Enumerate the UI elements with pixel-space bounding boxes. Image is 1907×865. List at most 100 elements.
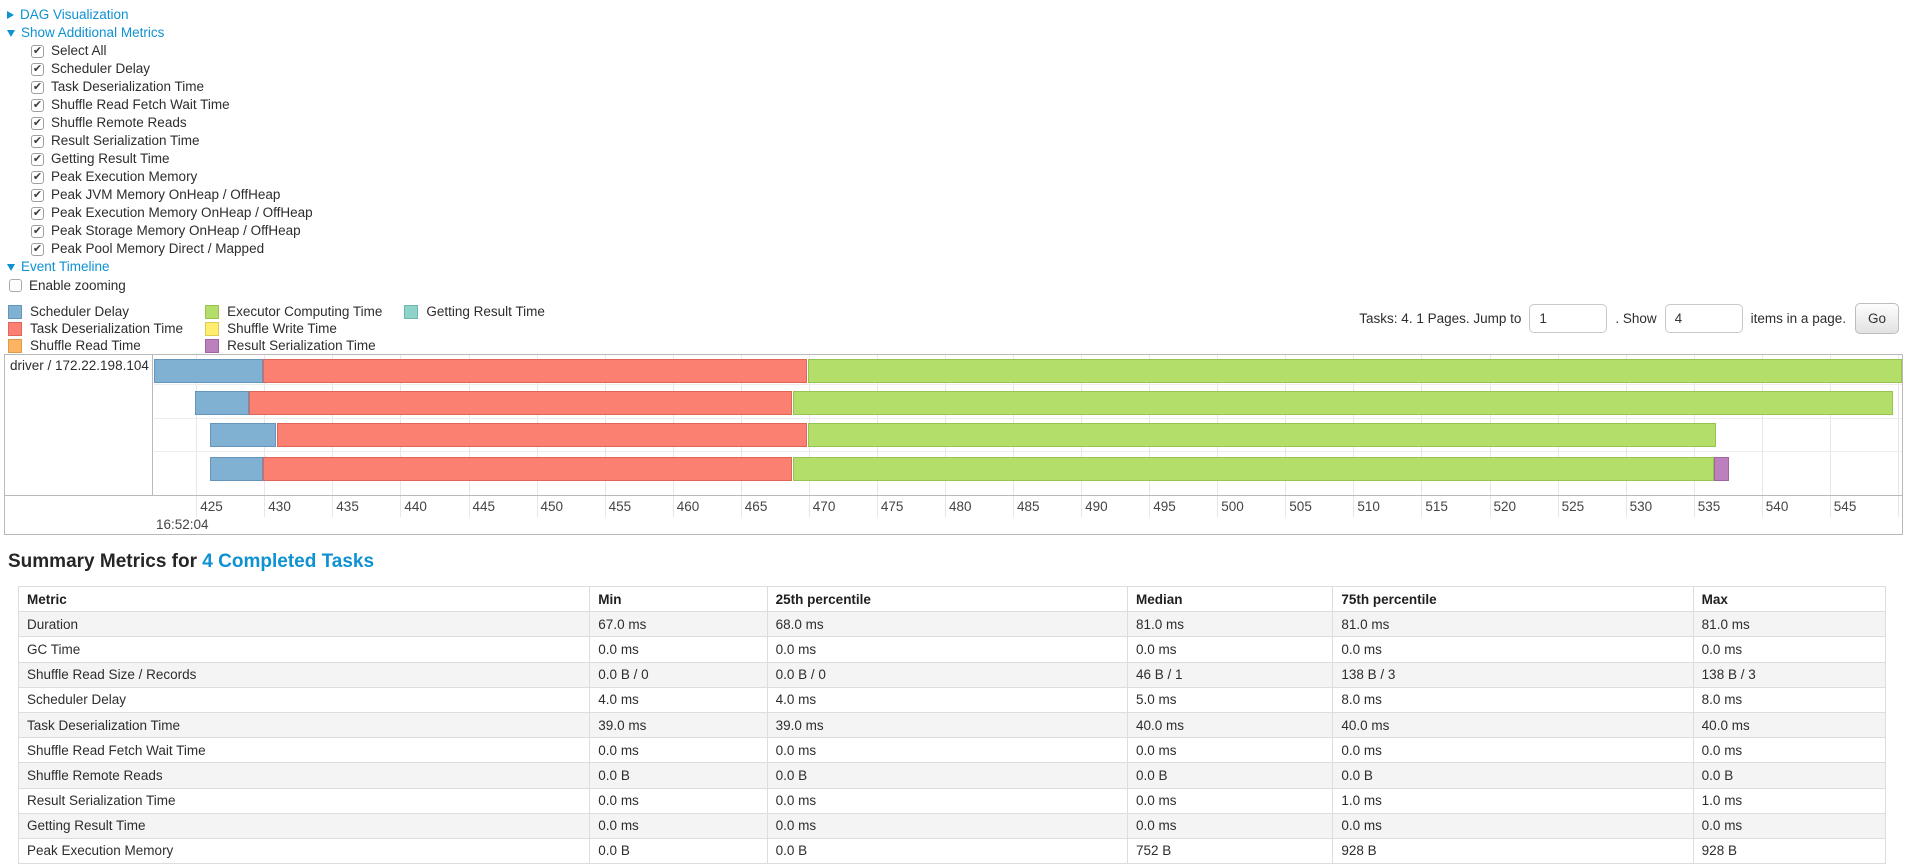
- summary-metrics-table: Metric Min 25th percentile Median 75th perce…: [17, 585, 1887, 865]
- show-additional-metrics-toggle[interactable]: Show Additional Metrics: [7, 24, 1907, 42]
- timeline-gridline: [1761, 355, 1763, 495]
- axis-major-time-label: 16:52:04: [156, 517, 209, 532]
- task-4-segment-task-deserialization[interactable]: [262, 457, 793, 481]
- metric-value-cell: 752 B: [1126, 837, 1334, 865]
- axis-tick-line: [400, 496, 402, 517]
- metric-value-cell: 0.0 ms: [1332, 737, 1694, 764]
- task-3-segment-scheduler-delay[interactable]: [209, 423, 277, 447]
- metric-value-cell: 1.0 ms: [1692, 787, 1887, 814]
- metric-value-cell: 138 B / 3: [1332, 661, 1694, 688]
- timeline-row-separator: [154, 384, 1902, 385]
- axis-tick-label: 545: [1833, 499, 1857, 514]
- enable-zooming-checkbox[interactable]: [9, 279, 22, 292]
- column-header-max: Max: [1692, 585, 1887, 613]
- metrics-table-body: Duration 67.0 ms 68.0 ms 81.0 ms 81.0 ms 81.0…: [17, 611, 1887, 865]
- completed-tasks-link[interactable]: 4 Completed Tasks: [202, 551, 375, 572]
- axis-tick-label: 425: [200, 499, 223, 514]
- axis-tick-line: [1285, 496, 1287, 517]
- task-4-segment-scheduler-delay[interactable]: [209, 457, 263, 481]
- task-3-segment-executor-computing[interactable]: [807, 423, 1716, 447]
- metric-value-cell: 0.0 ms: [1332, 812, 1694, 839]
- metric-value-cell: 0.0 B: [1692, 762, 1887, 789]
- metric-name-cell: Shuffle Read Fetch Wait Time: [17, 737, 591, 764]
- checkbox-shuffle-read-fetch-wait-time[interactable]: ✔: [31, 98, 44, 112]
- checkbox-label-peak-execution-memory: Peak Execution Memory: [51, 169, 198, 184]
- metric-checkbox-row: ✔ Result Serialization Time: [7, 132, 1907, 150]
- triangle-down-icon: [7, 29, 15, 37]
- task-1-segment-executor-computing[interactable]: [807, 359, 1902, 383]
- axis-tick-line: [1829, 496, 1831, 517]
- metric-value-cell: 40.0 ms: [1332, 711, 1694, 739]
- axis-tick-label: 490: [1085, 499, 1108, 514]
- checkbox-label-getting-result-time: Getting Result Time: [51, 151, 170, 166]
- metric-name-cell: Duration: [17, 611, 591, 638]
- axis-tick-label: 480: [949, 499, 972, 514]
- task-pagination: Tasks: 4. 1 Pages. Jump to . Show items …: [1359, 303, 1899, 334]
- metric-row-gc-time: GC Time 0.0 ms 0.0 ms 0.0 ms 0.0 ms 0.0 ms: [17, 636, 1887, 663]
- metric-name-cell: Scheduler Delay: [17, 686, 591, 713]
- dag-visualization-link[interactable]: DAG Visualization: [20, 7, 129, 22]
- legend-pagination-band: Scheduler Delay Task Deserialization Time…: [8, 303, 1899, 353]
- metric-name-cell: GC Time: [17, 636, 591, 663]
- metric-checkbox-row: ✔ Peak Storage Memory OnHeap / OffHeap: [7, 222, 1907, 240]
- axis-tick-line: [536, 496, 538, 517]
- summary-metrics-title: Summary Metrics for 4 Completed Tasks: [8, 551, 1907, 573]
- metric-value-cell: 0.0 B / 0: [589, 661, 768, 688]
- axis-tick-label: 535: [1697, 499, 1721, 514]
- pagination-prefix-text: Tasks: 4. 1 Pages. Jump to: [1359, 311, 1522, 326]
- task-3-segment-task-deserialization[interactable]: [276, 423, 808, 447]
- task-4-segment-executor-computing[interactable]: [792, 457, 1715, 481]
- axis-tick-line: [196, 496, 198, 517]
- dag-visualization-toggle[interactable]: DAG Visualization: [7, 6, 1907, 24]
- checkbox-getting-result-time[interactable]: ✔: [31, 152, 44, 166]
- axis-tick-line: [604, 496, 606, 517]
- go-button[interactable]: Go: [1854, 303, 1899, 334]
- axis-tick-line: [1761, 496, 1763, 517]
- legend-column: Getting Result Time: [404, 303, 545, 320]
- triangle-down-icon: [7, 263, 15, 271]
- timeline-gridline: [196, 355, 198, 495]
- metric-row-result-serialization-time: Result Serialization Time 0.0 ms 0.0 ms 0.0…: [17, 787, 1887, 814]
- shuffle-write-swatch-icon: [205, 321, 220, 336]
- metric-value-cell: 0.0 ms: [766, 812, 1128, 839]
- metric-value-cell: 0.0 B: [1332, 762, 1694, 789]
- task-2-segment-task-deserialization[interactable]: [249, 391, 793, 415]
- axis-tick-line: [876, 496, 878, 517]
- checkbox-peak-execution-memory-onheap-offheap[interactable]: ✔: [31, 206, 44, 220]
- show-additional-metrics-link[interactable]: Show Additional Metrics: [21, 25, 165, 40]
- task-2-segment-executor-computing[interactable]: [792, 391, 1893, 415]
- metric-row-scheduler-delay: Scheduler Delay 4.0 ms 4.0 ms 5.0 ms 8.0 ms 8…: [17, 686, 1887, 713]
- event-timeline-link[interactable]: Event Timeline: [21, 259, 110, 274]
- checkbox-task-deserialization-time[interactable]: ✔: [31, 80, 44, 94]
- metrics-header-row: Metric Min 25th percentile Median 75th perce…: [17, 585, 1887, 613]
- metric-value-cell: 8.0 ms: [1332, 686, 1694, 713]
- task-1-segment-task-deserialization[interactable]: [262, 359, 808, 383]
- metric-row-duration: Duration 67.0 ms 68.0 ms 81.0 ms 81.0 ms 81.0…: [17, 611, 1887, 638]
- checkbox-select-all[interactable]: ✔: [31, 44, 44, 58]
- checkbox-peak-jvm-memory-onheap-offheap[interactable]: ✔: [31, 188, 44, 202]
- items-per-page-input[interactable]: [1664, 304, 1743, 333]
- axis-tick-line: [1625, 496, 1627, 517]
- event-timeline-toggle[interactable]: Event Timeline: [7, 258, 1907, 276]
- task-4-segment-result-serialization[interactable]: [1714, 457, 1730, 481]
- checkbox-result-serialization-time[interactable]: ✔: [31, 134, 44, 148]
- metric-value-cell: 0.0 ms: [1126, 636, 1334, 663]
- timeline-plot[interactable]: [154, 355, 1902, 495]
- metric-value-cell: 138 B / 3: [1692, 661, 1887, 688]
- checkbox-peak-storage-memory-onheap-offheap[interactable]: ✔: [31, 224, 44, 238]
- metric-checkbox-row: ✔ Select All: [7, 42, 1907, 60]
- checkbox-scheduler-delay[interactable]: ✔: [31, 62, 44, 76]
- legend-item-task-deserialization: Task Deserialization Time: [8, 320, 183, 337]
- task-1-segment-scheduler-delay[interactable]: [154, 359, 263, 383]
- metric-value-cell: 0.0 ms: [1692, 636, 1887, 663]
- metric-checkbox-row: ✔ Peak Pool Memory Direct / Mapped: [7, 240, 1907, 258]
- checkbox-peak-pool-memory-direct-mapped[interactable]: ✔: [31, 242, 44, 256]
- enable-zooming-label: Enable zooming: [29, 277, 126, 293]
- checkbox-label-peak-pool-memory-direct-mapped: Peak Pool Memory Direct / Mapped: [51, 241, 265, 256]
- legend-label-shuffle-write: Shuffle Write Time: [227, 321, 337, 336]
- task-2-segment-scheduler-delay[interactable]: [194, 391, 250, 415]
- checkbox-shuffle-remote-reads[interactable]: ✔: [31, 116, 44, 130]
- jump-to-page-input[interactable]: [1529, 304, 1608, 333]
- checkbox-peak-execution-memory[interactable]: ✔: [31, 170, 44, 184]
- metric-checkbox-row: ✔ Task Deserialization Time: [7, 78, 1907, 96]
